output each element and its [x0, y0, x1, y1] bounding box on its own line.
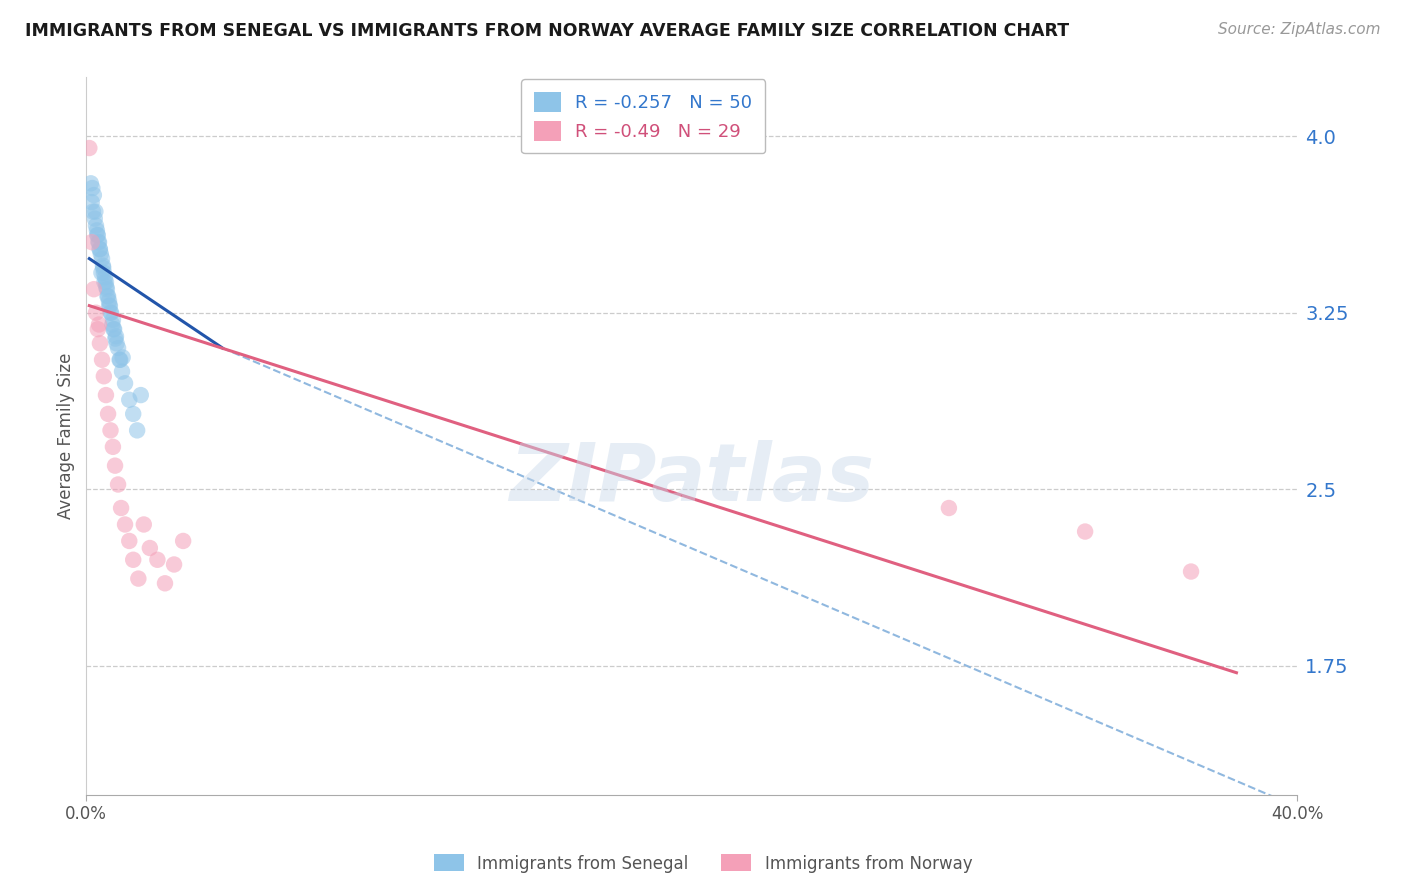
Point: [122, 407, 145, 421]
Point: [80, 235, 103, 249]
Point: [104, 458, 127, 473]
Point: [93, 266, 115, 280]
Point: [98, 299, 121, 313]
Point: [87, 228, 110, 243]
Point: [153, 576, 176, 591]
Point: [91, 352, 114, 367]
Point: [108, 352, 131, 367]
Point: [83, 211, 105, 226]
Point: [89, 242, 111, 256]
Point: [108, 352, 131, 367]
Point: [93, 369, 115, 384]
Point: [1074, 524, 1097, 539]
Point: [98, 293, 121, 308]
Point: [82, 204, 104, 219]
Point: [96, 289, 118, 303]
Point: [94, 275, 117, 289]
Point: [91, 260, 114, 275]
Point: [87, 235, 110, 249]
Point: [83, 188, 105, 202]
Point: [94, 388, 117, 402]
Point: [87, 318, 110, 332]
Legend: R = -0.257   N = 50, R = -0.49   N = 29: R = -0.257 N = 50, R = -0.49 N = 29: [522, 79, 765, 153]
Point: [938, 501, 960, 516]
Point: [97, 289, 120, 303]
Point: [100, 423, 122, 437]
Point: [132, 517, 155, 532]
Point: [127, 423, 149, 437]
Point: [139, 541, 162, 555]
Point: [82, 181, 104, 195]
Point: [114, 517, 136, 532]
Point: [104, 329, 127, 343]
Point: [111, 351, 134, 365]
Point: [104, 332, 127, 346]
Point: [89, 336, 111, 351]
Point: [96, 280, 118, 294]
Point: [91, 259, 114, 273]
Point: [94, 270, 117, 285]
Point: [163, 558, 186, 572]
Point: [107, 341, 129, 355]
Point: [93, 275, 115, 289]
Point: [89, 242, 111, 256]
Point: [1180, 565, 1202, 579]
Point: [111, 365, 134, 379]
Point: [86, 223, 108, 237]
Point: [90, 247, 112, 261]
Point: [101, 313, 124, 327]
Point: [87, 235, 110, 249]
Text: ZIPatlas: ZIPatlas: [509, 441, 875, 518]
Point: [91, 252, 114, 266]
Point: [97, 407, 120, 421]
Point: [146, 553, 169, 567]
Point: [87, 322, 110, 336]
Point: [110, 501, 132, 516]
Point: [80, 195, 103, 210]
Point: [84, 306, 107, 320]
Y-axis label: Average Family Size: Average Family Size: [58, 353, 75, 519]
Point: [79, 141, 101, 155]
Point: [101, 318, 124, 332]
Point: [100, 306, 122, 320]
Point: [98, 299, 121, 313]
Point: [84, 219, 107, 233]
Point: [118, 392, 141, 407]
Text: Source: ZipAtlas.com: Source: ZipAtlas.com: [1218, 22, 1381, 37]
Point: [122, 553, 145, 567]
Point: [107, 477, 129, 491]
Point: [83, 282, 105, 296]
Point: [103, 322, 125, 336]
Text: IMMIGRANTS FROM SENEGAL VS IMMIGRANTS FROM NORWAY AVERAGE FAMILY SIZE CORRELATIO: IMMIGRANTS FROM SENEGAL VS IMMIGRANTS FR…: [25, 22, 1070, 40]
Point: [129, 388, 152, 402]
Point: [96, 282, 118, 296]
Point: [90, 266, 112, 280]
Point: [84, 204, 107, 219]
Point: [172, 533, 194, 548]
Point: [118, 533, 141, 548]
Point: [105, 336, 128, 351]
Point: [86, 228, 108, 243]
Point: [100, 306, 122, 320]
Legend: Immigrants from Senegal, Immigrants from Norway: Immigrants from Senegal, Immigrants from…: [427, 847, 979, 880]
Point: [127, 572, 149, 586]
Point: [80, 177, 103, 191]
Point: [101, 440, 124, 454]
Point: [114, 376, 136, 391]
Point: [103, 322, 125, 336]
